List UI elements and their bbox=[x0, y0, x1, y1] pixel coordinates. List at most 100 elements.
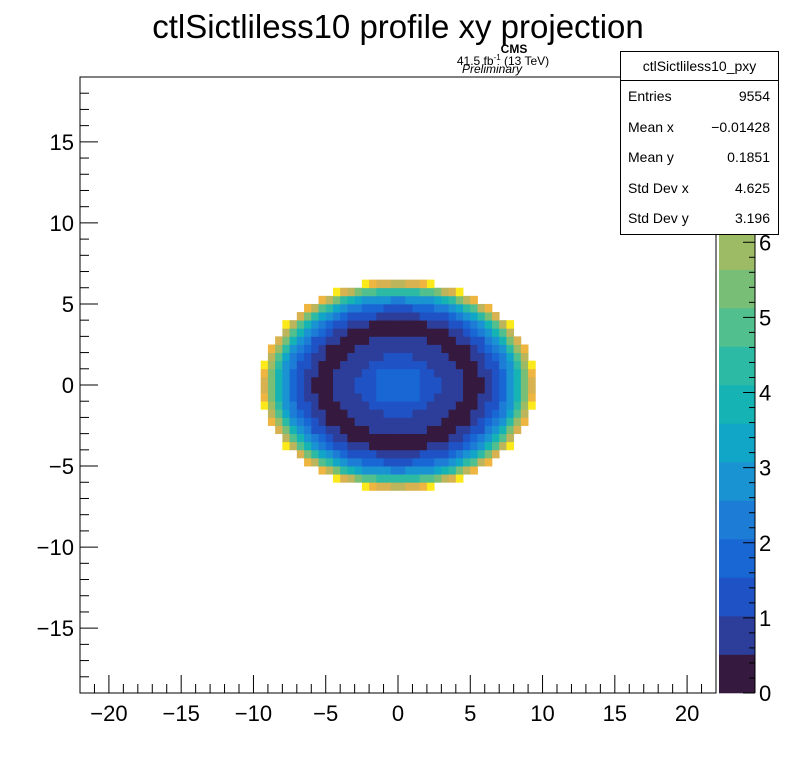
heatmap-cell bbox=[390, 409, 399, 418]
heatmap-cell bbox=[434, 360, 442, 370]
heatmap-cell bbox=[455, 295, 464, 305]
heatmap-cell bbox=[463, 385, 471, 394]
heatmap-cell bbox=[434, 466, 442, 475]
heatmap-cell bbox=[332, 441, 341, 451]
heatmap-cell bbox=[289, 344, 298, 353]
heatmap-cell bbox=[296, 401, 305, 410]
heatmap-cell bbox=[426, 344, 435, 353]
heatmap-cell bbox=[318, 466, 327, 475]
heatmap-cell bbox=[455, 474, 464, 483]
heatmap-cell bbox=[347, 344, 356, 353]
heatmap-cell bbox=[506, 409, 515, 418]
heatmap-cell bbox=[383, 279, 392, 289]
heatmap-cell bbox=[332, 417, 341, 426]
heatmap-cell bbox=[282, 441, 290, 451]
heatmap-cell bbox=[426, 433, 435, 443]
heatmap-cell bbox=[448, 287, 457, 297]
heatmap-cell bbox=[267, 368, 276, 378]
heatmap-cell bbox=[491, 449, 500, 459]
heatmap-cell bbox=[477, 336, 486, 345]
heatmap-cell bbox=[398, 457, 406, 467]
heatmap-cell bbox=[325, 409, 334, 418]
heatmap-cell bbox=[470, 425, 478, 435]
heatmap-cell bbox=[282, 417, 290, 426]
heatmap-cell bbox=[441, 393, 449, 402]
heatmap-cell bbox=[405, 401, 413, 410]
heatmap-cell bbox=[441, 466, 449, 475]
heatmap-cell bbox=[426, 457, 435, 467]
heatmap-cell bbox=[289, 328, 298, 337]
heatmap-cell bbox=[405, 336, 413, 345]
heatmap-cell bbox=[311, 441, 319, 451]
heatmap-cell bbox=[484, 385, 493, 394]
heatmap-cell bbox=[412, 385, 421, 394]
heatmap-cell bbox=[463, 457, 471, 467]
heatmap-cell bbox=[398, 312, 406, 321]
heatmap-cell bbox=[448, 385, 457, 394]
heatmap-cell bbox=[426, 482, 435, 491]
heatmap-cell bbox=[354, 466, 363, 475]
stats-row-mean-y: Mean y 0.1851 bbox=[621, 142, 778, 173]
heatmap-cell bbox=[390, 474, 399, 483]
heatmap-cell bbox=[304, 320, 312, 329]
heatmap-cell bbox=[513, 393, 522, 402]
heatmap-cell bbox=[470, 328, 478, 337]
heatmap-cell bbox=[405, 295, 413, 305]
heatmap-cell bbox=[419, 344, 428, 353]
heatmap-cell bbox=[477, 368, 486, 378]
heatmap-cell bbox=[376, 474, 384, 483]
color-scale-band bbox=[719, 308, 755, 347]
heatmap-cell bbox=[267, 409, 276, 418]
heatmap-cell bbox=[455, 457, 464, 467]
heatmap-cell bbox=[441, 425, 449, 435]
heatmap-cell bbox=[398, 385, 406, 394]
heatmap-cell bbox=[470, 385, 478, 394]
heatmap-cell bbox=[361, 425, 370, 435]
heatmap-cell bbox=[470, 376, 478, 386]
heatmap-cell bbox=[289, 376, 298, 386]
heatmap-cell bbox=[376, 303, 384, 313]
heatmap-cell bbox=[390, 433, 399, 443]
heatmap-cell bbox=[520, 401, 529, 410]
heatmap-cell bbox=[463, 417, 471, 426]
heatmap-cell bbox=[332, 474, 341, 483]
heatmap-cell bbox=[441, 417, 449, 426]
heatmap-cell bbox=[383, 409, 392, 418]
heatmap-cell bbox=[412, 303, 421, 313]
heatmap-cell bbox=[369, 287, 377, 297]
heatmap-cell bbox=[426, 466, 435, 475]
heatmap-cell bbox=[419, 320, 428, 329]
x-tick-label: 20 bbox=[675, 701, 699, 726]
heatmap-cell bbox=[426, 409, 435, 418]
heatmap-cell bbox=[477, 457, 486, 467]
heatmap-cell bbox=[448, 320, 457, 329]
heatmap-cell bbox=[513, 352, 522, 362]
heatmap-cell bbox=[318, 295, 327, 305]
heatmap-cell bbox=[354, 368, 363, 378]
heatmap-cell bbox=[412, 295, 421, 305]
heatmap-cell bbox=[412, 376, 421, 386]
heatmap-cell bbox=[332, 320, 341, 329]
heatmap-cell bbox=[376, 449, 384, 459]
heatmap-cell bbox=[354, 457, 363, 467]
heatmap-cell bbox=[506, 352, 515, 362]
heatmap-cell bbox=[448, 449, 457, 459]
heatmap-cell bbox=[340, 417, 348, 426]
heatmap-cell bbox=[434, 312, 442, 321]
heatmap-cell bbox=[520, 368, 529, 378]
heatmap-cell bbox=[441, 441, 449, 451]
heatmap-cell bbox=[434, 320, 442, 329]
heatmap-cell bbox=[434, 433, 442, 443]
heatmap-cell bbox=[383, 344, 392, 353]
heatmap-cell bbox=[448, 352, 457, 362]
heatmap-cell bbox=[426, 320, 435, 329]
heatmap-cell bbox=[390, 320, 399, 329]
heatmap-cell bbox=[484, 303, 493, 313]
heatmap-cell bbox=[354, 401, 363, 410]
heatmap-cell bbox=[289, 417, 298, 426]
heatmap-cell bbox=[275, 409, 283, 418]
stats-row-std-y: Std Dev y 3.196 bbox=[621, 203, 778, 234]
heatmap-cell bbox=[463, 352, 471, 362]
heatmap-cell bbox=[448, 303, 457, 313]
heatmap-cell bbox=[325, 385, 334, 394]
